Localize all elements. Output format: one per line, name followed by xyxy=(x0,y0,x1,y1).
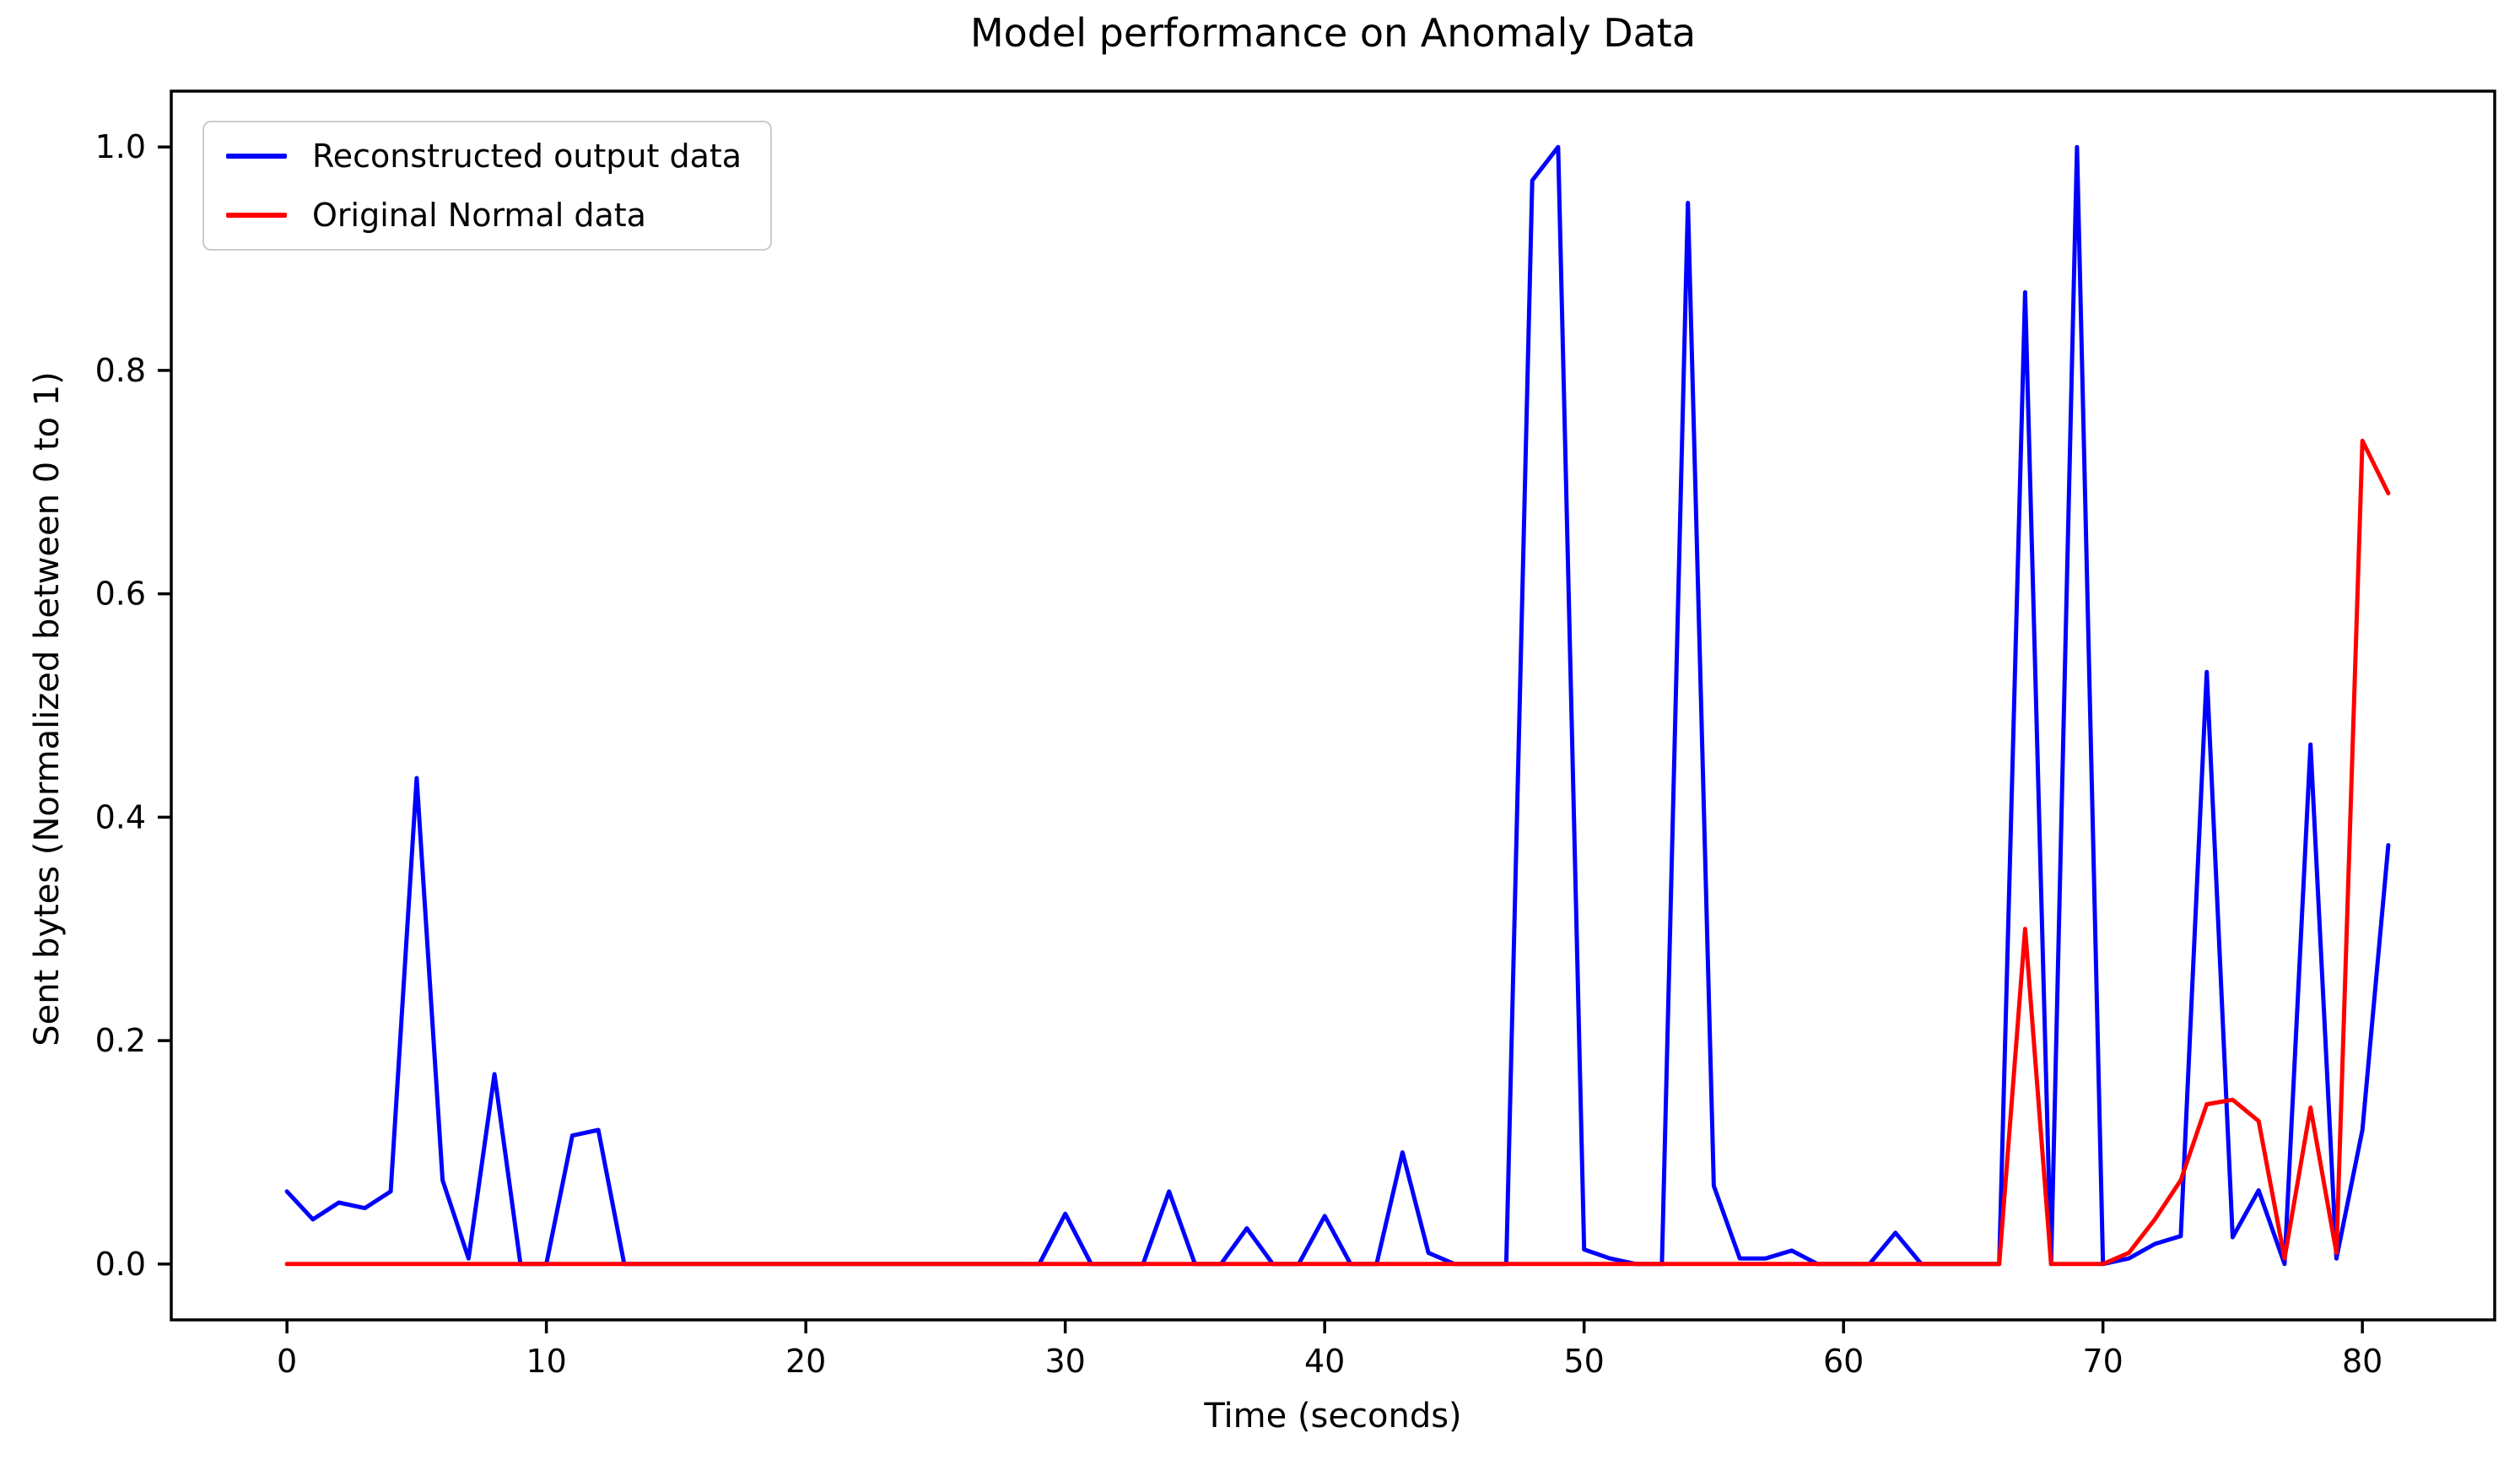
legend-line-swatch-blue xyxy=(226,154,287,159)
x-tick-label: 10 xyxy=(526,1343,566,1380)
reconstructed-output-line xyxy=(284,144,2391,1267)
legend-label: Reconstructed output data xyxy=(312,138,742,175)
y-tick-label: 0.4 xyxy=(95,798,146,835)
x-axis-label: Time (seconds) xyxy=(1204,1397,1462,1435)
x-tick-label: 0 xyxy=(277,1343,297,1380)
axes-frame xyxy=(170,89,2496,1322)
y-axis-label: Sent bytes (Normalized between 0 to 1) xyxy=(28,371,67,1046)
y-tick-label: 0.0 xyxy=(95,1246,146,1283)
x-tick-label: 40 xyxy=(1304,1343,1345,1380)
legend-item-original: Original Normal data xyxy=(226,197,742,234)
x-tick-label: 20 xyxy=(785,1343,826,1380)
x-tick-label: 80 xyxy=(2342,1343,2382,1380)
y-tick-label: 0.6 xyxy=(95,576,146,613)
y-tick-label: 0.8 xyxy=(95,352,146,389)
chart-title: Model performance on Anomaly Data xyxy=(969,10,1697,56)
legend-item-reconstructed: Reconstructed output data xyxy=(226,138,742,175)
y-tick-label: 0.2 xyxy=(95,1022,146,1059)
y-tick-label: 1.0 xyxy=(95,128,146,165)
legend-label: Original Normal data xyxy=(312,197,646,234)
x-tick-label: 60 xyxy=(1823,1343,1864,1380)
x-tick-label: 70 xyxy=(2082,1343,2123,1380)
x-tick-label: 30 xyxy=(1044,1343,1085,1380)
original-normal-line xyxy=(284,438,2391,1267)
x-tick-label: 50 xyxy=(1563,1343,1604,1380)
legend-line-swatch-red xyxy=(226,213,287,218)
legend: Reconstructed output data Original Norma… xyxy=(202,121,773,251)
